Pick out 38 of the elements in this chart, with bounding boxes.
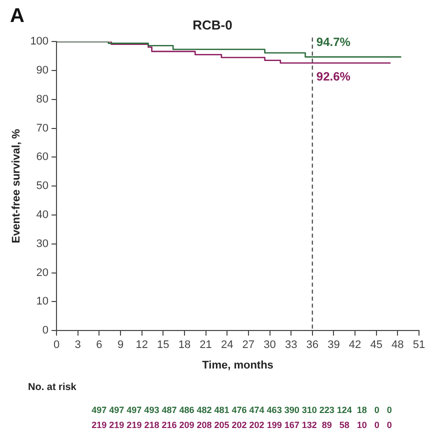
x-tick-label: 48 [392,339,404,352]
x-tick-label: 33 [284,339,298,352]
x-tick-label: 21 [200,339,212,352]
text: 219 219 219 218 216 209 208 205 202 202 199 167 132 89 58 10 0 0 [92,420,392,430]
y-tick-label: 10 [36,296,49,308]
x-tick-label: 45 [370,339,382,352]
y-axis-title: Event-free survival, % [10,128,23,244]
x-tick-label: 24 [220,339,234,352]
x-tick-label: 27 [242,339,255,352]
x-tick-label: 15 [157,339,170,352]
text: 497 497 497 493 487 486 482 481 476 474 463 390 310 223 124 18 0 0 [92,405,392,415]
text: No. at risk [28,382,77,393]
x-tick-label: 9 [117,339,124,352]
x-tick-label: 36 [306,339,319,352]
x-tick-label: 3 [74,339,81,352]
y-tick-label: 50 [36,180,49,192]
x-tick-label: 51 [412,339,426,352]
y-tick-label: 60 [36,151,49,164]
y-tick-label: 40 [36,209,49,222]
y-tick-label: 30 [36,238,49,250]
x-tick-label: 12 [136,339,148,352]
annotation: 92.6% [316,69,351,84]
x-tick-label: 42 [348,339,362,352]
x-tick-label: 0 [53,339,60,352]
annotation: 94.7% [316,35,351,50]
x-tick-label: 30 [264,339,276,352]
x-tick-label: 18 [178,339,191,352]
text: A [10,5,24,27]
y-tick-label: 80 [36,93,49,106]
y-tick-label: 100 [30,36,49,48]
y-tick-label: 0 [42,324,49,337]
x-axis-title: Time, months [202,359,274,372]
chart-title: RCB-0 [192,17,232,32]
y-tick-label: 90 [36,64,49,77]
y-tick-label: 70 [36,122,49,134]
y-tick-label: 20 [36,266,49,279]
x-tick-label: 6 [96,339,102,352]
x-tick-label: 39 [328,339,340,352]
